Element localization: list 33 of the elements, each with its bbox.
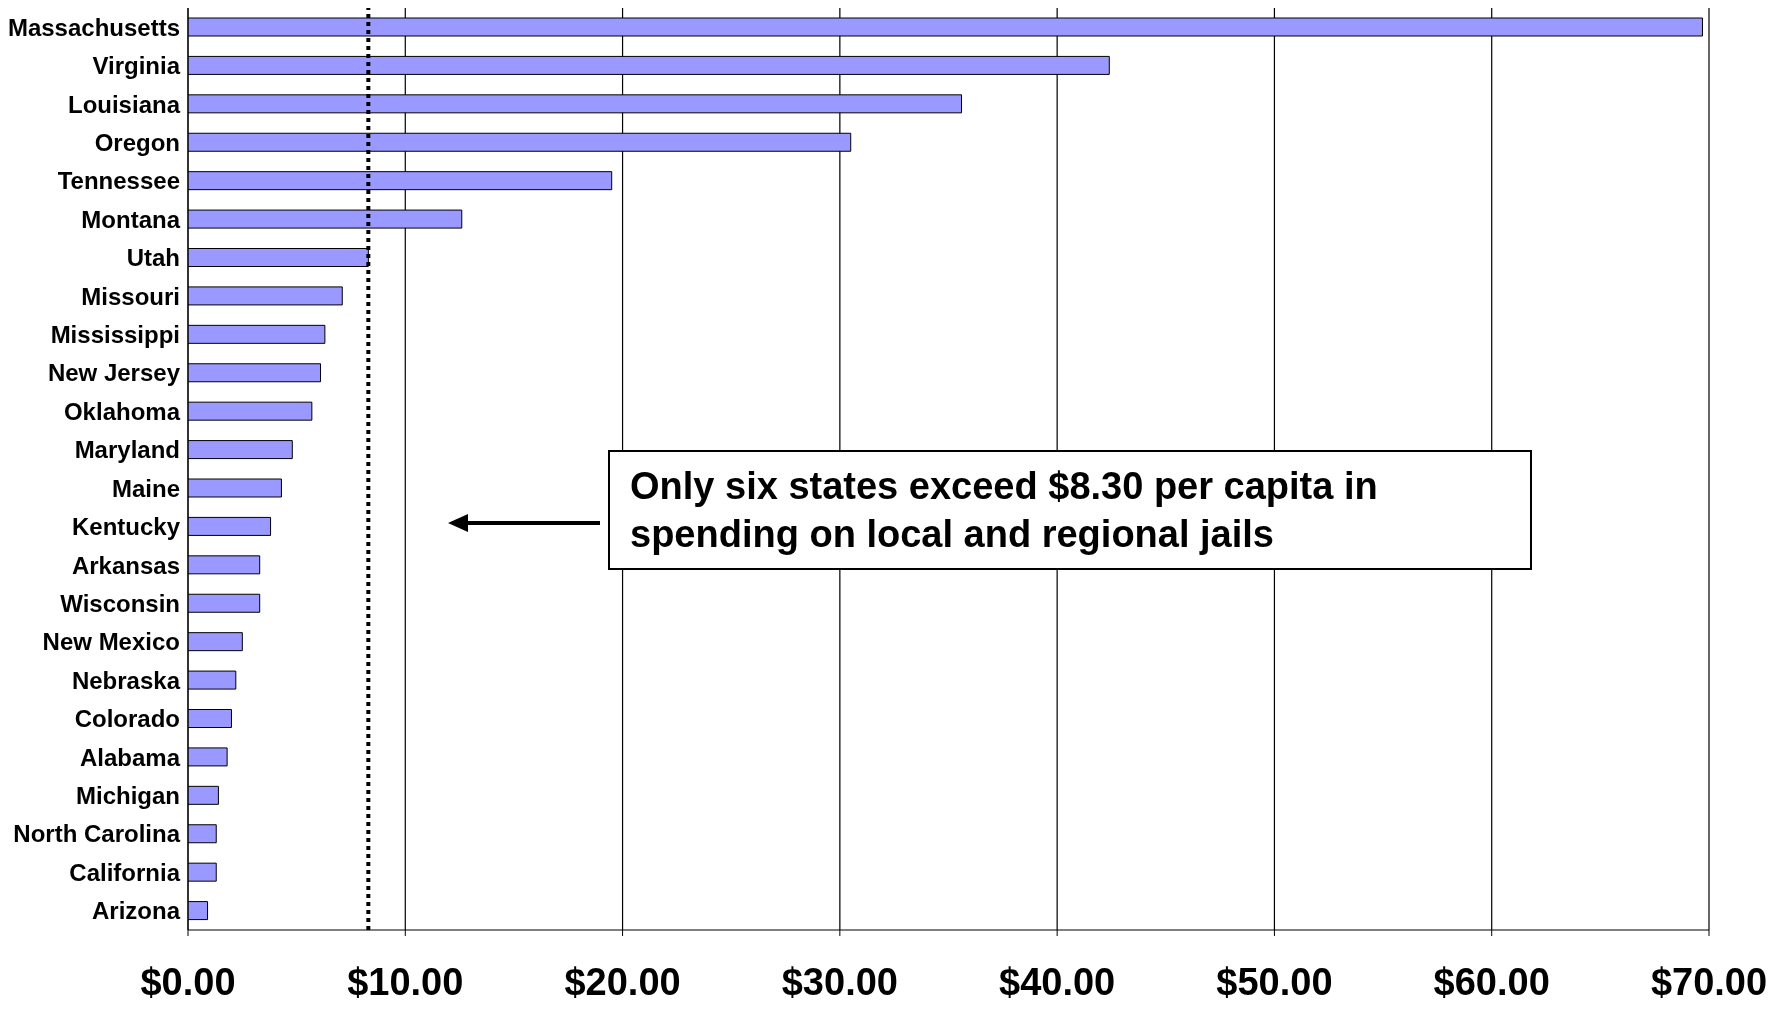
y-tick-label: Nebraska xyxy=(71,666,181,694)
y-tick-label: Maine xyxy=(111,474,180,502)
y-tick-label: Utah xyxy=(126,244,180,272)
y-tick-label: Kentucky xyxy=(71,513,181,541)
x-tick-label: $10.00 xyxy=(347,960,464,1003)
y-tick-label: Michigan xyxy=(75,782,180,810)
y-tick-label: Oregon xyxy=(94,128,180,156)
y-tick-label: Mississippi xyxy=(50,321,180,349)
y-tick-label: Missouri xyxy=(81,282,180,310)
y-tick-label: California xyxy=(69,858,181,886)
y-tick-label: Massachusetts xyxy=(7,13,180,41)
x-tick-label: $20.00 xyxy=(564,960,681,1003)
x-tick-label: $70.00 xyxy=(1650,960,1768,1003)
y-tick-label: Oklahoma xyxy=(63,397,181,425)
x-tick-label: $50.00 xyxy=(1216,960,1333,1003)
y-tick-label: Louisiana xyxy=(67,90,181,118)
x-tick-label: $0.00 xyxy=(140,960,236,1003)
x-tick-label: $60.00 xyxy=(1433,960,1550,1003)
y-tick-label: New Mexico xyxy=(42,628,180,656)
y-tick-label: Arizona xyxy=(91,897,181,925)
y-tick-label: Arkansas xyxy=(71,551,180,579)
y-tick-label: Tennessee xyxy=(57,167,180,195)
x-tick-label: $40.00 xyxy=(999,960,1116,1003)
y-tick-label: Alabama xyxy=(79,743,181,771)
y-tick-label: Montana xyxy=(81,205,181,233)
y-tick-label: Wisconsin xyxy=(60,589,180,617)
x-tick-label: $30.00 xyxy=(781,960,898,1003)
y-tick-label: Colorado xyxy=(74,705,180,733)
y-tick-label: North Carolina xyxy=(13,820,181,848)
note-box: Only six states exceed $8.30 per capita in spending on local and regional jails xyxy=(608,450,1532,570)
y-tick-label: New Jersey xyxy=(47,359,181,387)
y-tick-label: Virginia xyxy=(92,52,181,80)
y-tick-label: Maryland xyxy=(74,436,180,464)
